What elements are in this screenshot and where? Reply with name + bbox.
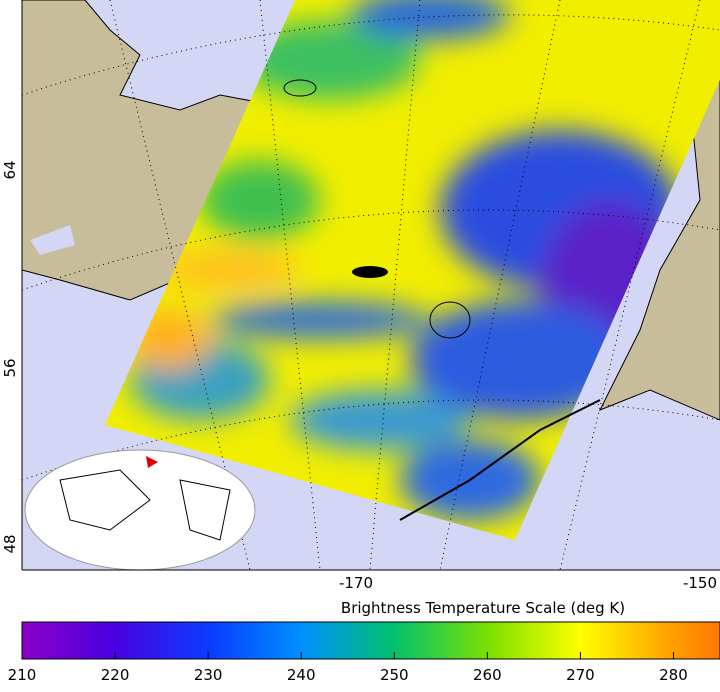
inset-globe [24, 449, 256, 570]
graticule [22, 0, 720, 570]
lon-label: -170 [339, 574, 373, 592]
colorbar-tick-label: 220 [101, 666, 130, 684]
colorbar-tick-label: 250 [380, 666, 409, 684]
colorbar-tick-label: 270 [566, 666, 595, 684]
colorbar-tick-label: 230 [194, 666, 223, 684]
lat-label: 56 [1, 358, 19, 377]
colorbar-tick-label: 280 [659, 666, 688, 684]
lat-label: 64 [1, 160, 19, 179]
colorbar-title: Brightness Temperature Scale (deg K) [341, 599, 625, 617]
islands [283, 79, 471, 339]
lat-label: 48 [1, 534, 19, 553]
aleutians [399, 399, 601, 521]
colorbar-tick-label: 260 [473, 666, 502, 684]
colorbar-ticks: 210 220 230 240 250 260 270 280 [8, 652, 688, 684]
lon-label: -150 [683, 574, 717, 592]
colorbar-tick-label: 210 [8, 666, 37, 684]
bay [30, 225, 75, 255]
colorbar [21, 621, 720, 660]
map [22, 0, 720, 570]
colorbar-tick-label: 240 [287, 666, 316, 684]
